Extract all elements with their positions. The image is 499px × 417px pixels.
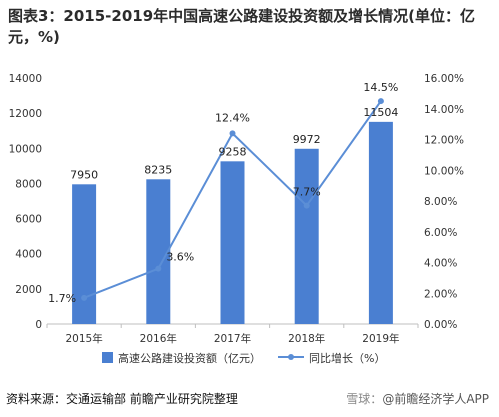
x-tick-label: 2016年 xyxy=(140,332,177,345)
growth-value-label: 12.4% xyxy=(215,111,250,124)
left-tick-label: 10000 xyxy=(9,143,42,155)
x-axis: 2015年 2016年 2017年 2018年 2019年 xyxy=(46,324,419,345)
brand-credit: 雪球：@前瞻经济学人APP xyxy=(346,390,489,407)
bar-value-label: 11504 xyxy=(363,106,398,119)
right-tick-label: 0.00% xyxy=(424,319,457,331)
left-axis: 0 2000 4000 6000 8000 10000 12000 14000 xyxy=(9,73,42,331)
bar xyxy=(368,121,393,325)
brand-tag: 雪球： xyxy=(346,392,383,406)
line-series xyxy=(81,98,384,301)
data-labels: 7950 8235 9258 9972 11504 1.7% 3.6% 12.4% 7.7% 14… xyxy=(48,81,398,305)
x-tick-label: 2015年 xyxy=(65,332,102,345)
left-tick-label: 12000 xyxy=(9,108,42,120)
bar-series xyxy=(72,121,393,325)
legend-bar-label: 高速公路建设投资额（亿元） xyxy=(118,351,261,365)
line-point xyxy=(303,202,310,209)
brand-name: @前瞻经济学人APP xyxy=(382,392,489,406)
bar xyxy=(220,161,245,324)
x-tick-label: 2017年 xyxy=(214,332,251,345)
legend-line-marker xyxy=(288,354,294,360)
left-tick-label: 2000 xyxy=(15,284,42,296)
source-note: 资料来源：交通运输部 前瞻产业研究院整理 xyxy=(6,392,238,406)
x-tick-label: 2018年 xyxy=(288,332,325,345)
left-tick-label: 14000 xyxy=(9,73,42,85)
legend-bar-swatch xyxy=(102,352,113,363)
line-point xyxy=(81,294,88,301)
bar-value-label: 7950 xyxy=(70,168,98,181)
left-tick-label: 4000 xyxy=(15,249,42,261)
legend-line-label: 同比增长（%） xyxy=(309,351,385,365)
bar xyxy=(294,148,319,324)
bar xyxy=(146,179,171,324)
right-tick-label: 16.00% xyxy=(424,73,464,85)
growth-value-label: 7.7% xyxy=(293,186,321,199)
right-tick-label: 2.00% xyxy=(424,288,457,300)
left-tick-label: 6000 xyxy=(15,214,42,226)
growth-value-label: 3.6% xyxy=(166,251,194,264)
right-tick-label: 4.00% xyxy=(424,258,457,270)
growth-value-label: 1.7% xyxy=(48,292,76,305)
line-point xyxy=(155,265,162,272)
growth-value-label: 14.5% xyxy=(363,81,398,94)
chart-area: 0 2000 4000 6000 8000 10000 12000 14000 0.00% 2.… xyxy=(9,73,464,365)
right-tick-label: 12.00% xyxy=(424,135,464,147)
chart-title: 图表3：2015-2019年中国高速公路建设投资额及增长情况(单位：亿元，%) xyxy=(8,7,476,46)
left-tick-label: 0 xyxy=(35,319,42,331)
bar-value-label: 9258 xyxy=(219,145,247,158)
line-point xyxy=(229,130,236,137)
bar-value-label: 8235 xyxy=(144,163,172,176)
bar-value-label: 9972 xyxy=(293,133,321,146)
right-axis: 0.00% 2.00% 4.00% 6.00% 8.00% 10.00% 12.00% 14.… xyxy=(424,73,464,331)
line-point xyxy=(377,98,384,105)
left-tick-label: 8000 xyxy=(15,178,42,190)
right-tick-label: 6.00% xyxy=(424,227,457,239)
right-tick-label: 10.00% xyxy=(424,165,464,177)
right-tick-label: 8.00% xyxy=(424,196,457,208)
x-tick-label: 2019年 xyxy=(362,332,399,345)
legend: 高速公路建设投资额（亿元） 同比增长（%） xyxy=(102,351,385,365)
right-tick-label: 14.00% xyxy=(424,104,464,116)
